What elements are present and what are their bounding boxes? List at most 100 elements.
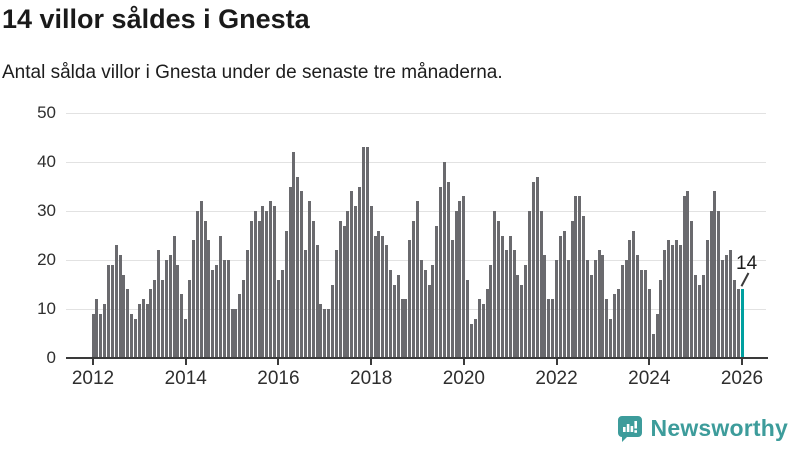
bar	[110, 264, 114, 358]
bar	[709, 211, 713, 358]
bar	[284, 230, 288, 358]
bar	[570, 220, 574, 358]
bar	[582, 215, 586, 358]
x-axis-tick	[555, 358, 558, 365]
bar	[215, 264, 219, 358]
bar	[616, 289, 620, 358]
bar	[690, 220, 694, 358]
bar	[562, 230, 566, 358]
bar	[385, 245, 389, 358]
bar	[713, 191, 717, 358]
bar	[145, 304, 149, 358]
bar	[725, 255, 729, 358]
bar	[535, 176, 539, 358]
bar	[620, 264, 624, 358]
x-axis-tick	[462, 358, 465, 365]
bar	[423, 269, 427, 358]
bar	[122, 274, 126, 358]
brand-footer: Newsworthy	[617, 415, 788, 442]
bar	[609, 318, 613, 358]
bar	[176, 264, 180, 358]
bar	[694, 274, 698, 358]
bar	[497, 220, 501, 358]
bar	[377, 230, 381, 358]
highlighted-bar	[740, 289, 744, 358]
bar	[647, 289, 651, 358]
bar	[558, 235, 562, 358]
bar	[667, 240, 671, 358]
x-axis-tick	[92, 358, 94, 365]
bar	[319, 304, 323, 358]
bar	[331, 284, 334, 358]
bar	[470, 323, 474, 358]
bar	[195, 211, 199, 358]
bar	[489, 264, 493, 358]
bar	[651, 333, 655, 358]
x-axis-tick	[370, 358, 373, 365]
bar	[543, 255, 547, 358]
x-axis-tick-label: 2022	[535, 368, 578, 389]
bar	[431, 264, 435, 358]
bar	[164, 260, 168, 358]
bar	[188, 279, 192, 358]
bar	[500, 235, 504, 358]
x-axis-tick-label: 2020	[442, 368, 485, 389]
bar	[311, 220, 315, 358]
bar	[361, 147, 365, 358]
bar	[439, 186, 443, 358]
bar	[632, 230, 636, 358]
bar	[674, 240, 678, 358]
bar	[315, 245, 319, 358]
x-axis-tick	[648, 358, 651, 365]
bar	[466, 279, 470, 358]
x-axis-tick-label: 2026	[720, 368, 764, 389]
x-axis-line	[66, 357, 768, 359]
bar	[473, 318, 477, 358]
bar	[130, 313, 134, 358]
bar	[624, 260, 628, 358]
y-axis-tick-label: 30	[37, 201, 56, 220]
bar	[157, 250, 161, 358]
bar	[184, 318, 188, 358]
bar	[443, 162, 447, 358]
bar	[234, 309, 238, 358]
bar	[172, 235, 176, 358]
bar	[736, 289, 740, 358]
bar	[512, 250, 516, 358]
bar	[593, 260, 597, 358]
bar	[280, 269, 284, 358]
bar	[99, 313, 103, 358]
bar	[566, 260, 570, 358]
bar	[292, 152, 296, 358]
bar	[404, 299, 408, 358]
bar	[203, 220, 207, 358]
newsworthy-logo-icon	[617, 416, 642, 442]
bar	[477, 299, 481, 358]
bar	[698, 284, 701, 358]
bar	[682, 196, 686, 358]
bar	[358, 186, 362, 358]
gridline	[66, 161, 766, 163]
bar	[106, 264, 110, 358]
bar	[524, 264, 528, 358]
bar	[327, 309, 331, 358]
bar	[350, 191, 354, 358]
bar	[218, 235, 222, 358]
bar	[686, 191, 690, 358]
bar	[253, 211, 257, 358]
bar	[168, 255, 172, 358]
bar	[161, 279, 165, 358]
bar	[211, 269, 215, 358]
x-axis-tick-label: 2024	[628, 368, 671, 389]
bar	[230, 309, 234, 358]
y-axis-tick-label: 0	[46, 348, 56, 367]
chart-title: 14 villor såldes i Gnesta	[2, 4, 310, 34]
bar	[269, 201, 273, 358]
bar	[388, 269, 392, 358]
bar	[392, 284, 396, 358]
bar	[103, 304, 107, 358]
bar	[412, 220, 416, 358]
x-axis-tick-label: 2016	[257, 368, 300, 389]
bar	[516, 274, 520, 358]
bar	[307, 201, 311, 358]
